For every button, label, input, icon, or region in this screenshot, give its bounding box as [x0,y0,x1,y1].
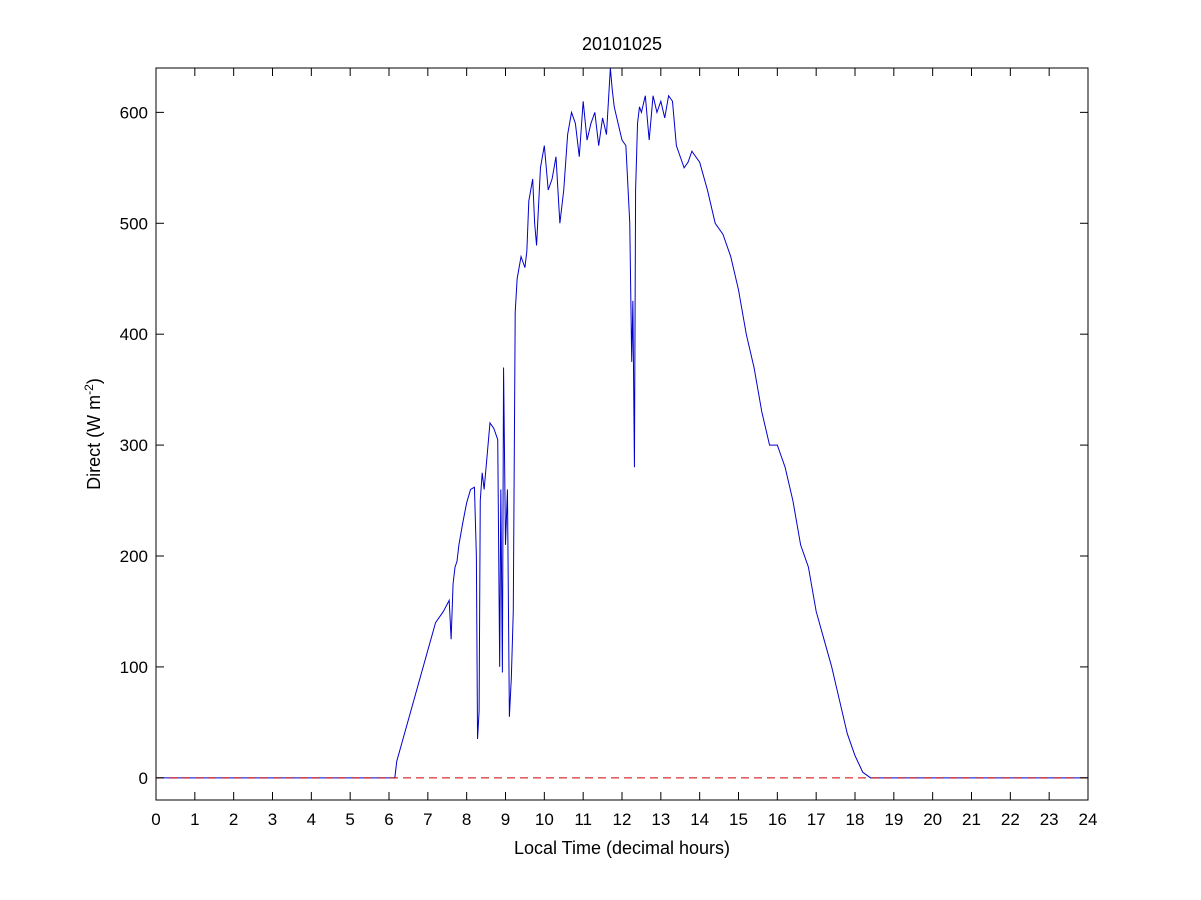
x-tick-label: 23 [1040,810,1059,829]
x-tick-label: 8 [462,810,471,829]
y-axis: 0 100 200 300 400 500 600 [120,103,1088,788]
x-tick-label: 12 [613,810,632,829]
x-tick-label: 20 [923,810,942,829]
x-tick-label: 22 [1001,810,1020,829]
direct-irradiance-line [156,67,1088,779]
x-axis: 0 1 2 3 4 5 6 7 8 9 10 11 12 13 14 15 16 17 18 19 20 21 22 23 24 [151,68,1097,829]
y-tick-label: 400 [120,325,148,344]
x-tick-label: 24 [1079,810,1098,829]
x-tick-label: 19 [884,810,903,829]
x-tick-label: 15 [729,810,748,829]
x-tick-label: 16 [768,810,787,829]
y-axis-label: Direct (W m-2) [82,378,104,490]
x-tick-label: 0 [151,810,160,829]
x-tick-label: 5 [345,810,354,829]
x-tick-label: 13 [651,810,670,829]
y-axis-label-main: Direct (W m [84,395,104,490]
x-tick-label: 3 [268,810,277,829]
y-axis-label-sup: -2 [82,384,96,395]
x-tick-label: 6 [384,810,393,829]
y-tick-label: 0 [139,769,148,788]
x-tick-label: 21 [962,810,981,829]
y-tick-label: 100 [120,658,148,677]
x-tick-label: 1 [190,810,199,829]
x-tick-label: 7 [423,810,432,829]
y-tick-label: 600 [120,103,148,122]
y-tick-label: 300 [120,436,148,455]
x-tick-label: 18 [846,810,865,829]
y-tick-label: 200 [120,547,148,566]
x-tick-label: 17 [807,810,826,829]
x-tick-label: 10 [535,810,554,829]
chart-title: 20101025 [582,34,662,54]
x-tick-label: 14 [690,810,709,829]
x-tick-label: 4 [307,810,316,829]
plot-area [156,68,1088,800]
x-tick-label: 11 [574,810,592,829]
x-tick-label: 2 [229,810,238,829]
x-tick-label: 9 [501,810,510,829]
y-axis-label-close: ) [84,378,104,384]
x-axis-label: Local Time (decimal hours) [514,838,730,858]
y-tick-label: 500 [120,214,148,233]
plot-lines [156,67,1088,779]
